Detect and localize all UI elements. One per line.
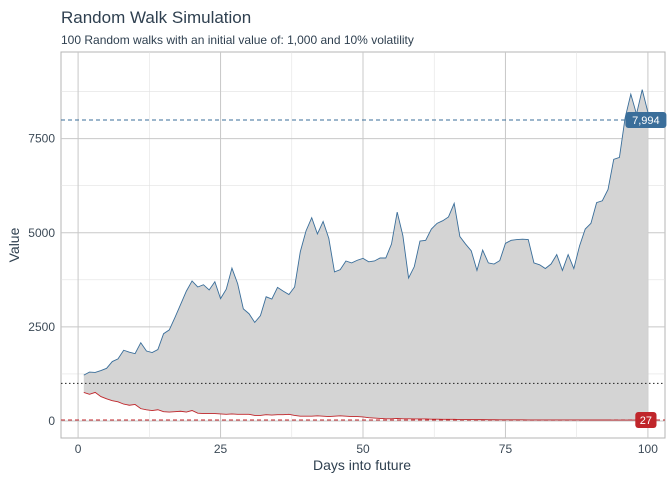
x-tick-label: 0 <box>75 442 82 456</box>
x-tick-label: 25 <box>214 442 228 456</box>
badge-mean_of_min <box>635 412 657 429</box>
y-axis-title: Value <box>6 227 22 262</box>
badge-label-mean_of_max: 7,994 <box>632 115 660 127</box>
value-badges: 7,994 27 <box>625 112 667 429</box>
min-series-line <box>83 391 648 421</box>
y-tick-label: 7500 <box>28 132 55 146</box>
reference-lines <box>61 119 665 421</box>
x-tick-label: 75 <box>499 442 513 456</box>
y-tick-label: 2500 <box>28 320 55 334</box>
max-series-line <box>83 89 649 376</box>
x-axis-ticks: 0 25 50 75 100 <box>75 442 658 456</box>
badge-label-mean_of_min: 27 <box>640 415 652 427</box>
chart-subtitle: 100 Random walks with an initial value o… <box>61 33 414 47</box>
y-tick-label: 0 <box>48 414 55 428</box>
badge-mean_of_max <box>625 112 667 129</box>
x-axis-title: Days into future <box>313 457 411 473</box>
x-tick-label: 50 <box>356 442 370 456</box>
y-tick-label: 5000 <box>28 226 55 240</box>
y-axis-ticks: 0 2500 5000 7500 <box>28 132 55 428</box>
chart-title: Random Walk Simulation <box>61 8 252 27</box>
x-tick-label: 100 <box>638 442 658 456</box>
range-area <box>83 89 648 421</box>
